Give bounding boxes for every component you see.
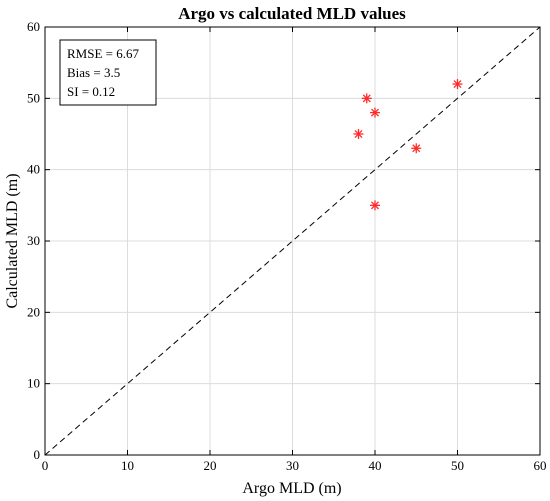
data-point (370, 200, 380, 211)
x-tick-label: 0 (42, 458, 49, 473)
data-point (411, 143, 422, 154)
stats-rmse: RMSE = 6.67 (67, 46, 139, 61)
x-axis-label: Argo MLD (m) (242, 480, 341, 497)
data-point (353, 129, 364, 139)
x-tick-label: 20 (204, 458, 217, 473)
x-tick-label: 30 (286, 458, 299, 473)
x-tick-label: 50 (451, 458, 464, 473)
x-tick-label: 10 (121, 458, 134, 473)
y-tick-label: 50 (27, 90, 40, 105)
y-tick-label: 60 (27, 19, 40, 34)
y-tick-label: 10 (27, 376, 40, 391)
chart-title: Argo vs calculated MLD values (178, 4, 406, 23)
stats-box: RMSE = 6.67 Bias = 3.5 SI = 0.12 (59, 39, 157, 106)
y-tick-label: 0 (34, 447, 41, 462)
y-tick-label: 20 (27, 304, 40, 319)
reference-line (44, 26, 541, 456)
x-tick-label: 40 (369, 458, 382, 473)
y-axis-label: Calculated MLD (m) (4, 173, 21, 308)
reference-line-group (44, 26, 541, 456)
x-tick-label: 60 (534, 458, 547, 473)
data-point (370, 107, 380, 118)
stats-box-frame (59, 39, 157, 106)
stats-si: SI = 0.12 (67, 84, 115, 99)
y-tick-label: 30 (27, 233, 40, 248)
axis-ticks: 0 10 20 30 40 50 60 0 10 20 30 40 50 60 (27, 19, 547, 473)
stats-bias: Bias = 3.5 (67, 65, 120, 80)
y-tick-label: 40 (27, 162, 40, 177)
data-point (361, 93, 372, 104)
data-point (452, 79, 463, 90)
data-points (353, 79, 463, 211)
